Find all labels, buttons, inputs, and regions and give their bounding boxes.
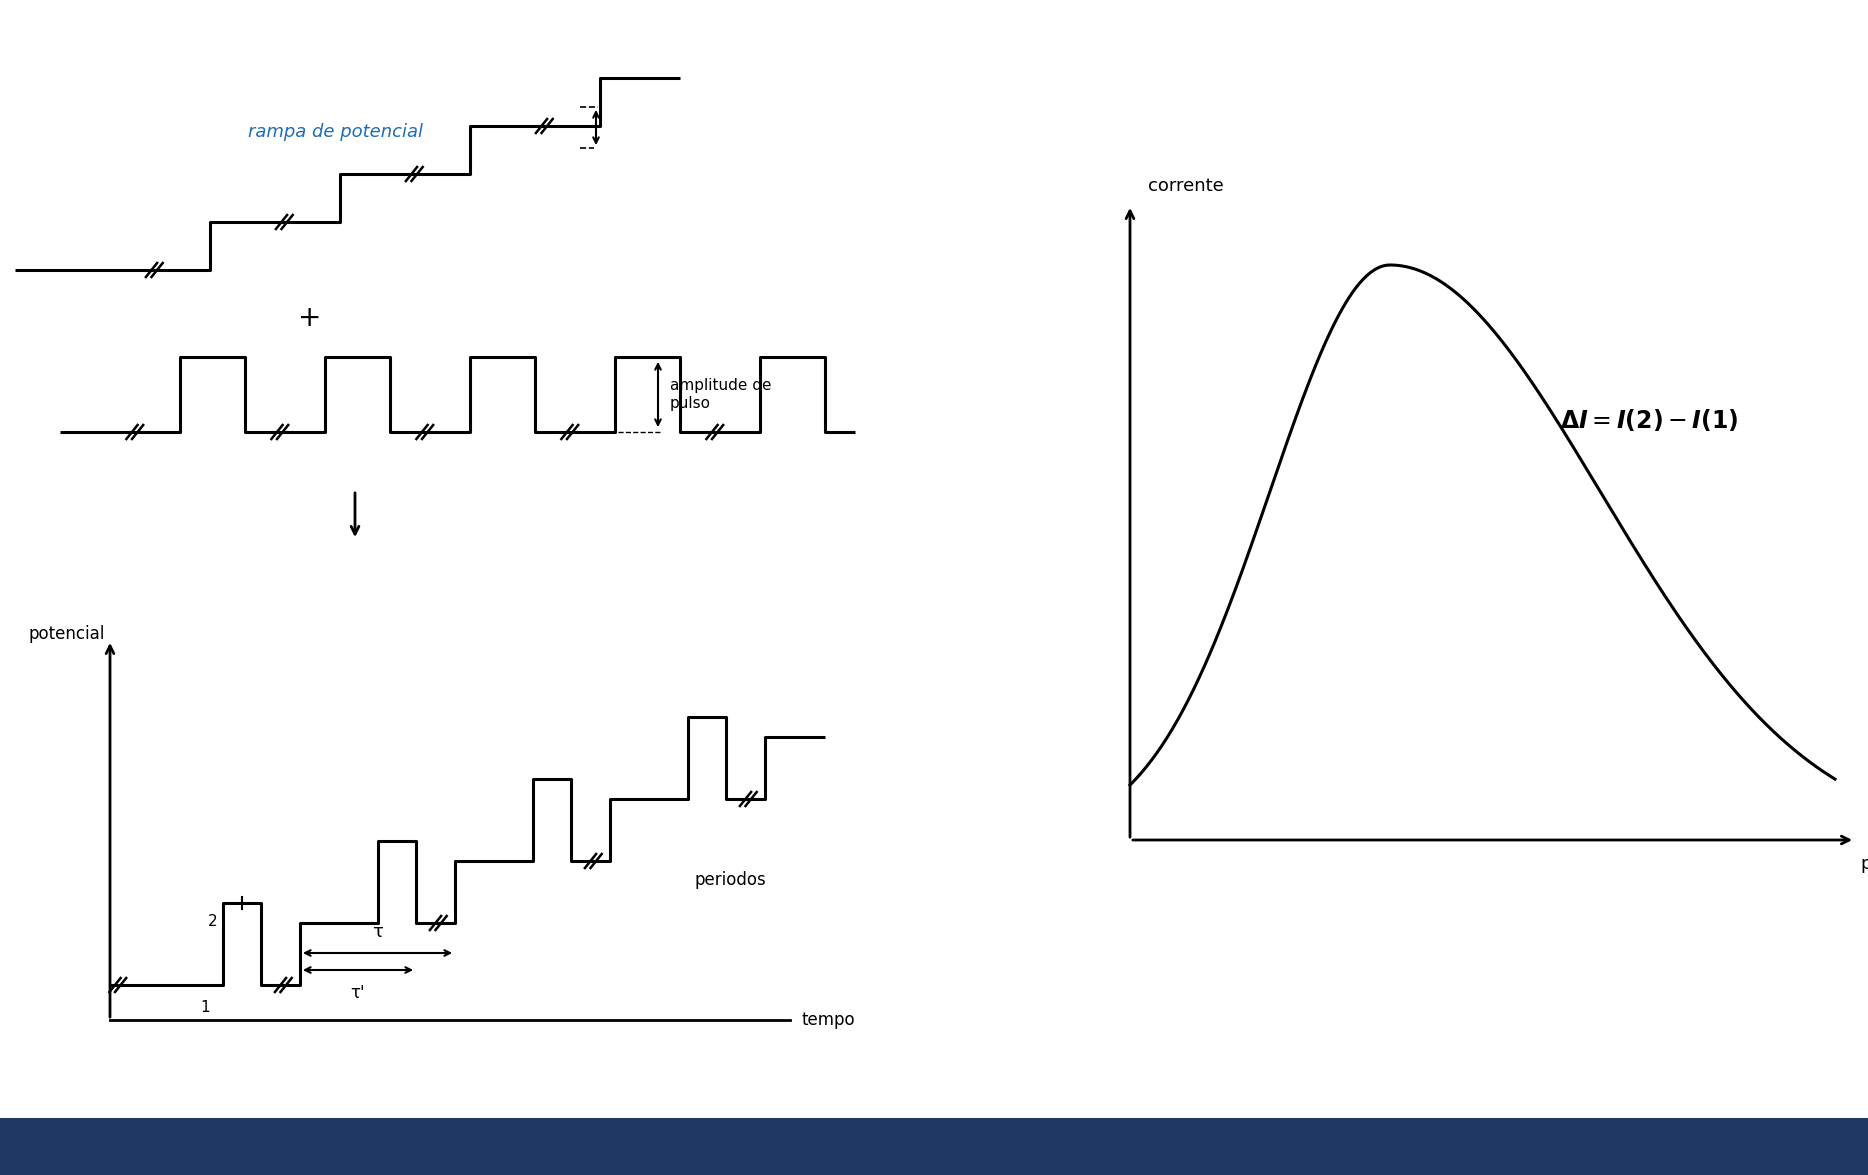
Text: SBQ: SBQ	[22, 1139, 67, 1157]
Text: periodos: periodos	[695, 871, 766, 889]
Text: tempo: tempo	[801, 1010, 856, 1029]
Text: 2: 2	[207, 913, 219, 928]
Bar	[0, 1117, 1868, 1175]
Text: τ: τ	[372, 924, 383, 941]
Text: 1: 1	[200, 1000, 209, 1014]
Text: potencial: potencial	[1861, 855, 1868, 873]
Text: potencial: potencial	[28, 625, 105, 643]
Text: corrente: corrente	[1149, 177, 1224, 195]
Text: rampa de potencial: rampa de potencial	[247, 123, 422, 141]
Text: amplitude de
pulso: amplitude de pulso	[671, 378, 771, 411]
Text: http://qnint.sbq.org.br: http://qnint.sbq.org.br	[1646, 1139, 1846, 1157]
Text: $\mathbf{\Delta} \boldsymbol{I} = \boldsymbol{I}\mathbf{(2)} - \boldsymbol{I}\ma: $\mathbf{\Delta} \boldsymbol{I} = \bolds…	[1560, 407, 1739, 434]
Text: τ': τ'	[351, 983, 366, 1002]
Text: +: +	[299, 304, 321, 333]
